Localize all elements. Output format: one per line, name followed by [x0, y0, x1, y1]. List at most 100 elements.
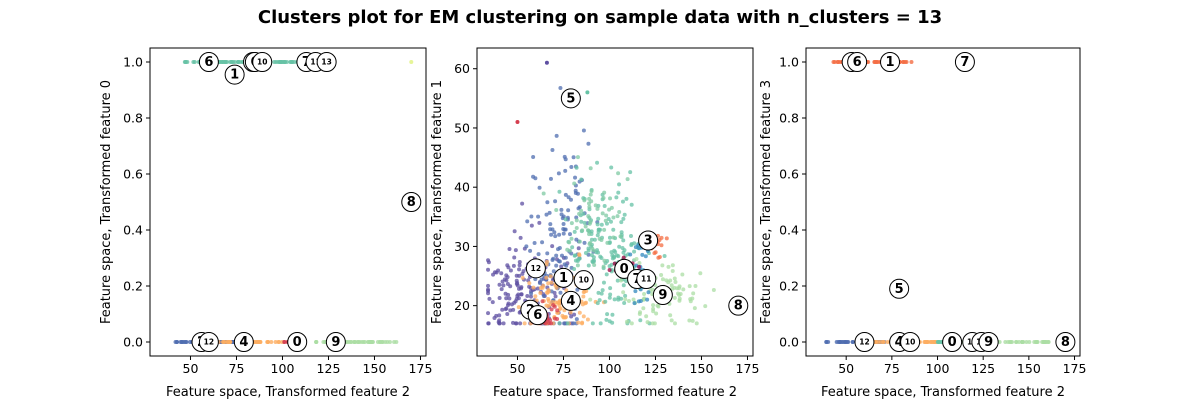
data-point [604, 272, 609, 277]
cluster-center-marker [287, 332, 308, 352]
y-tick-label: 0.2 [779, 279, 799, 294]
data-point [611, 227, 616, 232]
data-point [1041, 340, 1046, 344]
data-point [541, 283, 546, 288]
data-point [552, 316, 557, 321]
data-point [232, 60, 237, 64]
data-point [673, 280, 678, 285]
data-point [345, 340, 350, 344]
data-point [572, 267, 577, 272]
data-point [611, 215, 616, 220]
cluster-center-marker [847, 52, 868, 72]
y-tick-label: 0.2 [123, 279, 143, 294]
data-point [486, 267, 491, 272]
data-point [537, 185, 542, 190]
cluster-center-label: 1 [559, 271, 568, 286]
data-point [227, 340, 232, 344]
data-point [621, 238, 626, 243]
data-point [587, 201, 592, 206]
data-point [668, 313, 673, 318]
data-point [629, 202, 634, 207]
cluster-center-marker [942, 332, 963, 352]
data-point [499, 271, 504, 276]
data-point [617, 182, 622, 187]
cluster-center-label: 7 [960, 55, 969, 70]
data-point [567, 232, 572, 237]
cluster-center-marker [525, 258, 546, 279]
figure-title: Clusters plot for EM clustering on sampl… [258, 7, 942, 28]
data-point [599, 255, 604, 260]
data-point [519, 292, 524, 297]
data-point [487, 296, 492, 301]
data-point [544, 60, 549, 65]
x-tick-label: 125 [317, 361, 341, 376]
data-point [574, 317, 579, 322]
data-point [549, 232, 554, 237]
data-point [499, 287, 504, 292]
data-point [541, 191, 546, 196]
data-point [624, 279, 629, 284]
cluster-center-marker [198, 52, 219, 72]
data-point [519, 285, 524, 290]
subplot-3-centers: 26175124100111398 [841, 52, 1076, 352]
data-point [273, 340, 278, 344]
data-point [574, 225, 579, 230]
data-point [579, 208, 584, 213]
data-point [183, 340, 188, 344]
data-point [565, 321, 570, 326]
data-point [607, 264, 612, 269]
data-point [929, 340, 934, 344]
subplot-2-centers: 5312011071149268 [520, 88, 749, 326]
data-point [528, 248, 533, 253]
data-point [529, 291, 534, 296]
data-point [515, 283, 520, 288]
y-tick-label: 0.6 [123, 167, 143, 182]
data-point [637, 264, 642, 269]
subplot-1-y-axis-label: Feature space, Transformed feature 0 [99, 80, 114, 324]
cluster-center-label: 8 [407, 195, 416, 210]
data-point [595, 160, 600, 165]
data-point [588, 192, 593, 197]
data-point [608, 286, 613, 291]
cluster-center-marker [652, 284, 673, 305]
data-point [574, 165, 579, 170]
data-point [501, 283, 506, 288]
data-point [277, 340, 282, 344]
data-point [505, 281, 510, 286]
data-point [624, 196, 629, 201]
data-point [603, 218, 608, 223]
data-point [238, 60, 243, 64]
data-point [660, 277, 665, 282]
data-point [693, 283, 698, 288]
data-point [548, 318, 553, 323]
data-point [633, 289, 638, 294]
data-point [583, 301, 588, 306]
data-point [486, 311, 491, 316]
data-point [711, 287, 716, 292]
cluster-center-marker [954, 52, 975, 72]
data-point [640, 252, 645, 257]
data-point [182, 60, 187, 64]
data-point [601, 196, 606, 201]
cluster-center-marker [1055, 332, 1076, 352]
cluster-center-label: 1 [230, 68, 239, 83]
cluster-center-marker [401, 192, 422, 212]
data-point [553, 199, 558, 204]
data-point [571, 321, 576, 326]
data-point [1021, 340, 1026, 344]
data-point [547, 210, 552, 215]
cluster-center-marker [854, 332, 875, 352]
data-point [616, 171, 621, 176]
subplot-1: 01212456610711138950751001251501750.00.2… [99, 47, 432, 400]
cluster-center-marker [880, 52, 901, 72]
data-point [563, 217, 568, 222]
data-point [352, 340, 357, 344]
data-point [638, 318, 643, 323]
cluster-center-label: 9 [984, 335, 993, 350]
data-point [550, 244, 555, 249]
data-point [562, 227, 567, 232]
data-point [672, 321, 677, 326]
data-point [520, 271, 525, 276]
data-point [548, 222, 553, 227]
data-point [678, 291, 683, 296]
